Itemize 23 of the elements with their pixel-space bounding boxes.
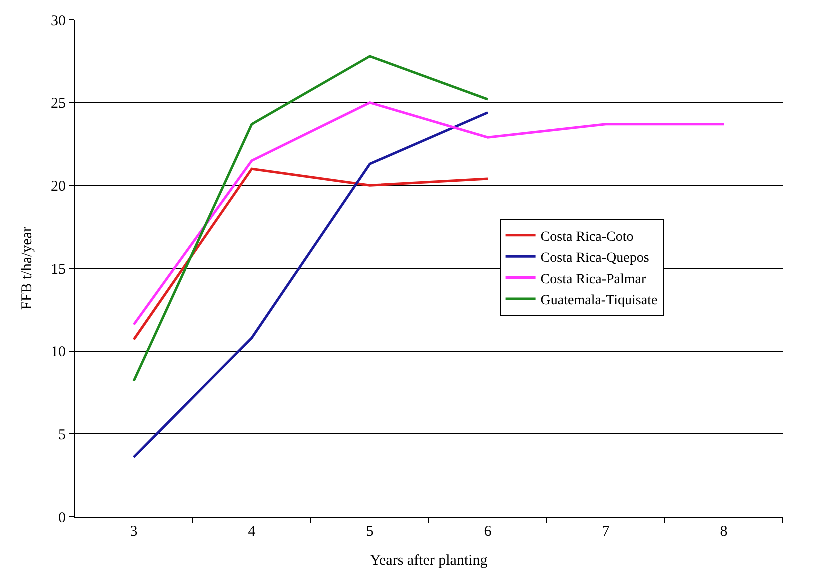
y-tick-label: 25 (51, 96, 66, 112)
y-tick-label: 20 (51, 178, 66, 195)
line-series (132, 112, 490, 459)
x-axis-title: Years after planting (370, 553, 488, 569)
legend-label: Costa Rica-Palmar (540, 272, 646, 288)
legend-label: Costa Rica-Coto (540, 230, 634, 245)
x-tick-label: 5 (366, 524, 374, 540)
y-tick-label: 10 (51, 344, 66, 361)
legend-label: Guatemala-Tiquisate (540, 293, 658, 308)
x-tick-label: 6 (484, 524, 492, 540)
line-series (132, 55, 490, 382)
x-tick-label: 4 (248, 524, 256, 540)
y-tick-label: 30 (51, 13, 66, 30)
line-series (132, 168, 490, 341)
x-tick-label: 7 (602, 524, 610, 540)
legend-label: Costa Rica-Quepos (540, 251, 650, 266)
x-tick-label: 3 (130, 524, 138, 540)
y-tick-label: 0 (58, 510, 66, 526)
y-tick-label: 5 (58, 427, 66, 444)
x-tick-label: 8 (720, 524, 728, 540)
line-series (132, 102, 726, 326)
y-tick-label: 15 (51, 262, 66, 278)
y-axis-title: FFB t/ha/year (19, 227, 36, 310)
